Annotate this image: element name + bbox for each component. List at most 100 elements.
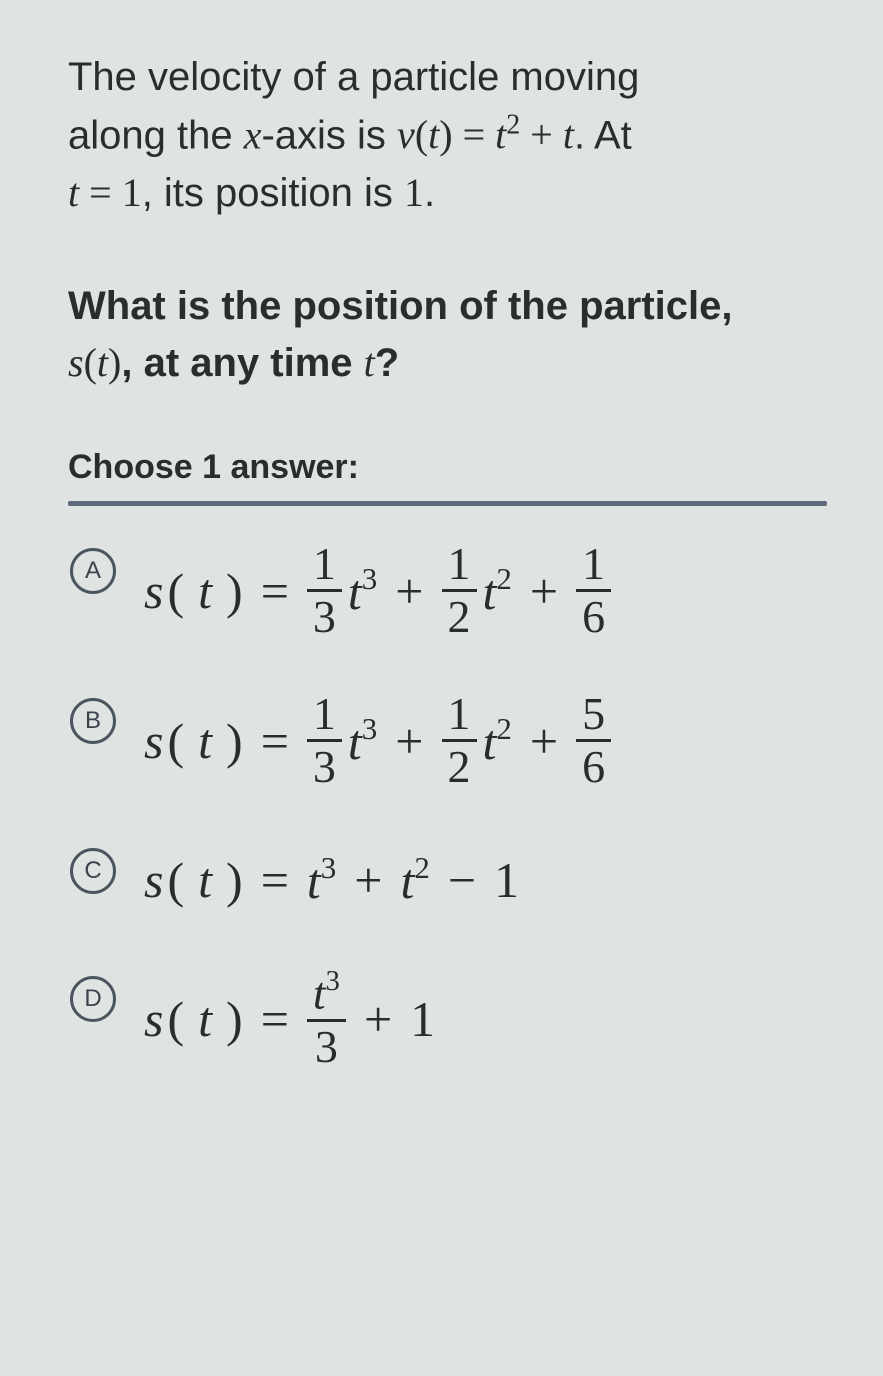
b-frac1: 13 (307, 689, 342, 792)
b-f1d: 3 (307, 742, 342, 792)
d-fn-e: 3 (326, 966, 340, 997)
a-f2d: 2 (442, 592, 477, 642)
q-period-at: . At (574, 113, 632, 157)
c-minus: − (444, 851, 480, 909)
d-s: s (144, 990, 163, 1048)
a-f1d: 3 (307, 592, 342, 642)
choice-c[interactable]: C s(t) = t3 + t2 − 1 (68, 816, 827, 944)
choose-label: Choose 1 answer: (68, 448, 827, 487)
b-t1: t (348, 714, 362, 770)
d-fn-t: t (313, 968, 326, 1019)
q-t-end: t (563, 112, 574, 157)
prompt-lp: ( (84, 340, 97, 385)
c-e2: 2 (414, 850, 430, 885)
d-fd: 3 (309, 1022, 344, 1072)
q-l3-eq: = (79, 170, 122, 215)
c-eq: = (257, 851, 293, 909)
q-exp2: 2 (506, 110, 520, 141)
page: The velocity of a particle moving along … (0, 0, 883, 1142)
prompt-q: ? (375, 341, 399, 385)
q-x: x (244, 112, 262, 157)
d-rp: ) (226, 990, 243, 1048)
choice-letter-b: B (70, 698, 116, 744)
q-line1b: along the (68, 113, 244, 157)
d-eq: = (257, 990, 293, 1048)
d-one: 1 (410, 990, 435, 1048)
a-e1: 3 (362, 561, 378, 596)
q-lp: ( (415, 112, 428, 157)
b-t: t (198, 712, 212, 770)
a-s: s (144, 562, 163, 620)
choice-a[interactable]: A s(t) = 13t3 + 12t2 + 16 (68, 516, 827, 666)
q-axis-is: -axis is (261, 113, 397, 157)
b-f3d: 6 (576, 742, 611, 792)
a-plus2: + (526, 562, 562, 620)
prompt-t2: t (364, 340, 375, 385)
question-text: The velocity of a particle moving along … (68, 48, 827, 222)
b-f2n: 1 (442, 689, 477, 739)
q-rp: ) (439, 112, 452, 157)
b-plus2: + (526, 712, 562, 770)
d-fn: t3 (307, 966, 346, 1019)
b-lp: ( (167, 712, 184, 770)
prompt-s: s (68, 340, 84, 385)
choice-letter-d: D (70, 976, 116, 1022)
a-t2: t (483, 564, 497, 620)
q-plus: + (520, 112, 563, 157)
choice-b[interactable]: B s(t) = 13t3 + 12t2 + 56 (68, 666, 827, 816)
b-s: s (144, 712, 163, 770)
prompt-b: , at any time (121, 341, 363, 385)
b-frac3: 56 (576, 689, 611, 792)
b-rp: ) (226, 712, 243, 770)
q-eq: = (453, 112, 496, 157)
question-prompt: What is the position of the particle, s(… (68, 278, 827, 392)
b-frac2: 12 (442, 689, 477, 792)
b-plus1: + (391, 712, 427, 770)
b-f3n: 5 (576, 689, 611, 739)
b-f2d: 2 (442, 742, 477, 792)
prompt-t: t (97, 340, 108, 385)
c-rp: ) (226, 851, 243, 909)
a-frac1: 13 (307, 539, 342, 642)
d-frac: t3 3 (307, 966, 346, 1072)
a-f3n: 1 (576, 539, 611, 589)
a-f1n: 1 (307, 539, 342, 589)
choice-d[interactable]: D s( t) = t3 3 + 1 (68, 944, 827, 1094)
c-s: s (144, 851, 163, 909)
q-pos-is: , its position is (142, 171, 404, 215)
d-plus: + (360, 990, 396, 1048)
choices-rule (68, 501, 827, 506)
q-one-b: 1 (404, 170, 424, 215)
b-f1n: 1 (307, 689, 342, 739)
a-frac2: 12 (442, 539, 477, 642)
c-one: 1 (494, 851, 519, 909)
c-lp: ( (167, 851, 184, 909)
a-t: t (198, 562, 212, 620)
prompt-a: What is the position of the particle, (68, 284, 732, 328)
q-one: 1 (122, 170, 142, 215)
q-t: t (428, 112, 439, 157)
a-f3d: 6 (576, 592, 611, 642)
choice-body-c: s(t) = t3 + t2 − 1 (144, 850, 519, 910)
a-e2: 2 (496, 561, 512, 596)
b-eq: = (257, 712, 293, 770)
b-t2: t (483, 714, 497, 770)
d-lp: ( (167, 990, 184, 1048)
a-t1: t (348, 564, 362, 620)
choice-body-b: s(t) = 13t3 + 12t2 + 56 (144, 689, 611, 792)
q-t2: t (495, 112, 506, 157)
choice-letter-a: A (70, 548, 116, 594)
a-lp: ( (167, 562, 184, 620)
choice-body-d: s( t) = t3 3 + 1 (144, 966, 435, 1072)
q-line1a: The velocity of a particle moving (68, 55, 639, 99)
a-eq: = (257, 562, 293, 620)
a-plus1: + (391, 562, 427, 620)
a-frac3: 16 (576, 539, 611, 642)
choice-body-a: s(t) = 13t3 + 12t2 + 16 (144, 539, 611, 642)
c-plus1: + (350, 851, 386, 909)
c-t: t (198, 851, 212, 909)
prompt-rp: ) (108, 340, 121, 385)
a-rp: ) (226, 562, 243, 620)
choice-letter-c: C (70, 848, 116, 894)
q-dot: . (424, 171, 435, 215)
